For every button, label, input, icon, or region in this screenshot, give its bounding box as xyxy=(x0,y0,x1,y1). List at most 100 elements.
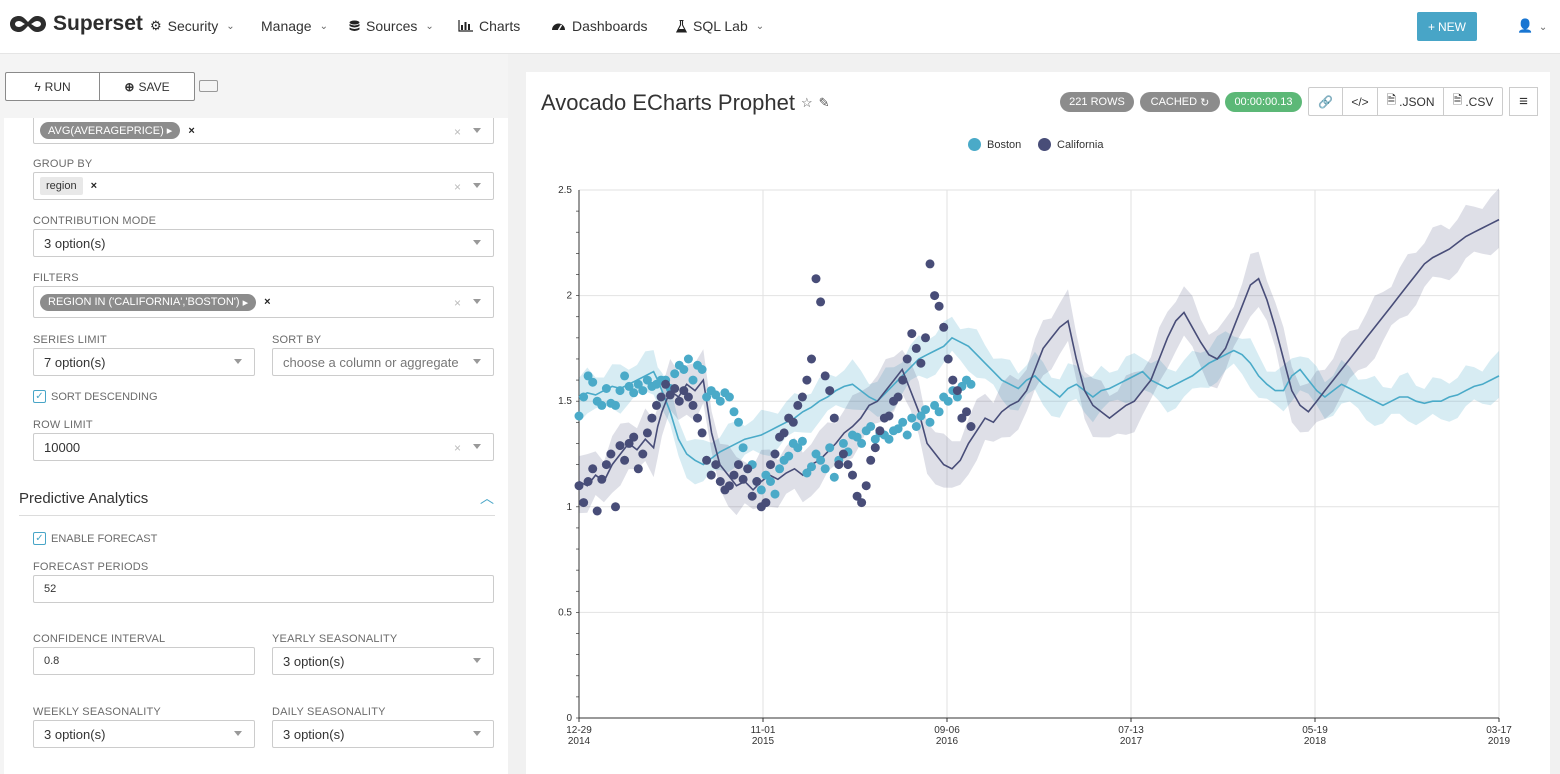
data-point-boston xyxy=(902,430,912,440)
caret-down-icon[interactable] xyxy=(473,359,481,364)
clear-icon[interactable]: × xyxy=(453,296,461,310)
metrics-select[interactable]: AVG(AVERAGEPRICE) ▸ × × xyxy=(33,118,494,144)
series-limit-select[interactable]: 7 option(s) xyxy=(33,348,255,376)
plus-icon: + xyxy=(1427,19,1435,34)
data-point-california xyxy=(588,464,598,474)
weekly-seasonality-select[interactable]: 3 option(s) xyxy=(33,720,255,748)
data-point-california xyxy=(962,407,971,417)
data-point-boston xyxy=(770,489,780,499)
row-limit-select[interactable]: 10000 × xyxy=(33,433,494,461)
nav-security[interactable]: ⚙ Security ⌄ xyxy=(150,18,235,34)
data-point-boston xyxy=(724,392,734,402)
user-menu[interactable]: 👤 ⌄ xyxy=(1517,18,1547,34)
bar-chart-icon xyxy=(458,20,473,32)
caret-down-icon[interactable] xyxy=(473,731,481,736)
caret-down-icon[interactable] xyxy=(473,240,481,245)
yearly-seasonality-select[interactable]: 3 option(s) xyxy=(272,647,494,675)
data-point-california xyxy=(807,354,816,364)
legend-dot-california xyxy=(1038,138,1051,151)
timer-badge: 00:00:00.13 xyxy=(1225,92,1302,112)
csv-export-button[interactable]: 🗎 .CSV xyxy=(1443,87,1503,116)
caret-down-icon[interactable] xyxy=(473,128,481,133)
check-icon[interactable]: ✓ xyxy=(33,390,46,403)
caret-down-icon[interactable] xyxy=(473,299,481,304)
daily-seasonality-select[interactable]: 3 option(s) xyxy=(272,720,494,748)
caret-down-icon[interactable] xyxy=(473,658,481,663)
chart-panel: Avocado ECharts Prophet ☆ ✎ 221 ROWS CAC… xyxy=(526,72,1550,774)
clear-icon[interactable]: × xyxy=(453,441,461,455)
edit-icon[interactable]: ✎ xyxy=(818,95,830,110)
data-point-boston xyxy=(802,468,812,478)
data-point-boston xyxy=(829,472,839,482)
data-point-california xyxy=(597,474,607,484)
caret-down-icon[interactable] xyxy=(234,359,242,364)
remove-tag-icon[interactable]: × xyxy=(264,296,271,308)
new-button[interactable]: + NEW xyxy=(1417,12,1477,41)
data-point-california xyxy=(916,358,926,368)
caret-down-icon[interactable] xyxy=(473,183,481,188)
superset-logo[interactable]: Superset xyxy=(8,12,143,36)
embed-code-button[interactable]: </> xyxy=(1342,87,1378,116)
metric-tag[interactable]: AVG(AVERAGEPRICE) ▸ xyxy=(40,122,181,139)
data-point-boston xyxy=(683,354,693,364)
data-point-boston xyxy=(615,386,625,396)
group-by-tag[interactable]: region xyxy=(40,177,83,195)
remove-tag-icon[interactable]: × xyxy=(188,124,195,137)
data-point-california xyxy=(652,400,661,410)
data-point-california xyxy=(661,379,671,389)
enable-forecast-checkbox[interactable]: ✓ ENABLE FORECAST xyxy=(33,532,157,545)
check-icon[interactable]: ✓ xyxy=(33,532,46,545)
yearly-seasonality-value: 3 option(s) xyxy=(283,653,345,669)
more-menu-button[interactable]: ≡ xyxy=(1509,87,1538,116)
clear-icon[interactable]: × xyxy=(453,125,461,139)
legend-item-california[interactable]: California xyxy=(1038,138,1103,151)
data-point-boston xyxy=(930,400,940,410)
data-point-california xyxy=(857,498,867,508)
caret-down-icon[interactable] xyxy=(234,731,242,736)
sort-by-select[interactable]: choose a column or aggregate xyxy=(272,348,494,376)
data-point-boston xyxy=(670,369,680,379)
data-point-california xyxy=(743,464,753,474)
legend-item-boston[interactable]: Boston xyxy=(968,138,1021,151)
data-point-california xyxy=(656,392,666,402)
data-point-california xyxy=(693,413,702,423)
keyboard-icon[interactable] xyxy=(199,80,218,92)
filter-tag[interactable]: REGION IN ('CALIFORNIA','BOSTON') ▸ xyxy=(40,293,257,311)
star-icon[interactable]: ☆ xyxy=(800,95,813,110)
json-export-button[interactable]: 🗎 .JSON xyxy=(1377,87,1444,116)
group-by-select[interactable]: region × × xyxy=(33,172,494,200)
caret-down-icon[interactable] xyxy=(473,444,481,449)
save-button[interactable]: ⊕ SAVE xyxy=(100,72,195,101)
nav-sql-lab[interactable]: SQL Lab ⌄ xyxy=(676,18,764,34)
confidence-interval-input[interactable]: 0.8 xyxy=(33,647,255,675)
data-point-boston xyxy=(734,417,743,427)
nav-manage[interactable]: Manage ⌄ xyxy=(261,18,328,34)
cached-badge[interactable]: CACHED ↻ xyxy=(1140,92,1220,112)
data-point-boston xyxy=(702,392,712,402)
predictive-analytics-title[interactable]: Predictive Analytics xyxy=(19,490,149,507)
remove-tag-icon[interactable]: × xyxy=(90,180,98,192)
data-point-california xyxy=(579,498,589,508)
sort-descending-checkbox[interactable]: ✓ SORT DESCENDING xyxy=(33,390,158,403)
chart-title[interactable]: Avocado ECharts Prophet xyxy=(541,90,795,115)
group-by-label: GROUP BY xyxy=(33,158,93,170)
data-point-california xyxy=(592,506,602,516)
y-tick-label: 2 xyxy=(566,291,572,302)
nav-dashboards[interactable]: Dashboards xyxy=(551,18,648,34)
data-point-california xyxy=(747,491,757,501)
data-point-boston xyxy=(857,438,867,448)
csv-label: .CSV xyxy=(1465,94,1494,109)
run-button[interactable]: ϟ RUN xyxy=(5,72,100,101)
data-point-california xyxy=(948,375,958,385)
forecast-periods-input[interactable]: 52 xyxy=(33,575,494,603)
data-point-california xyxy=(921,333,930,343)
clear-icon[interactable]: × xyxy=(453,180,461,194)
data-point-boston xyxy=(807,462,816,472)
chevron-up-icon[interactable]: ︿ xyxy=(480,490,494,506)
filters-select[interactable]: REGION IN ('CALIFORNIA','BOSTON') ▸ × × xyxy=(33,286,494,318)
nav-charts[interactable]: Charts xyxy=(458,18,520,34)
nav-sources[interactable]: Sources ⌄ xyxy=(349,18,434,34)
contribution-mode-select[interactable]: 3 option(s) xyxy=(33,229,494,257)
data-point-boston xyxy=(811,449,821,459)
contribution-mode-value: 3 option(s) xyxy=(44,235,106,251)
